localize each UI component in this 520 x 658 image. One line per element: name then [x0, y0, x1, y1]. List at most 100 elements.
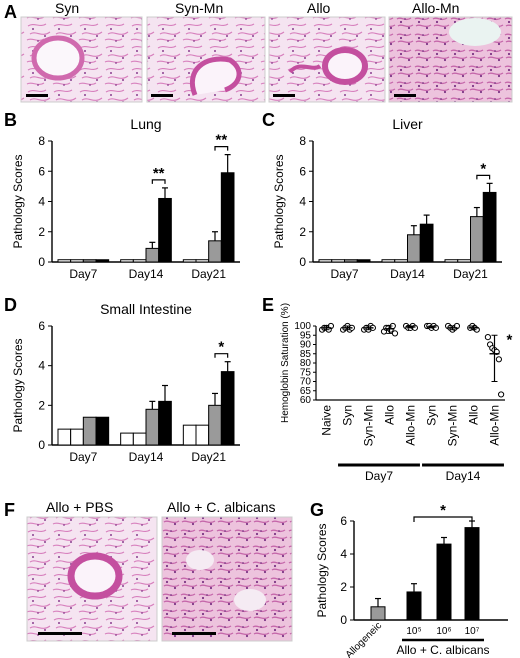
- bar: [132, 432, 147, 446]
- panel-label-b: B: [4, 110, 17, 130]
- bar: [331, 259, 345, 263]
- y-tick-label: 6: [340, 514, 347, 528]
- bar: [370, 606, 386, 621]
- group-label: Day14: [446, 469, 481, 483]
- histology-image-allo-pbs: Allo + PBS: [26, 499, 158, 642]
- data-point: [498, 391, 505, 398]
- bar: [145, 408, 160, 446]
- y-tick-label: 65: [300, 386, 312, 397]
- y-axis-label: Pathology Scores: [272, 154, 286, 248]
- bar: [120, 432, 134, 446]
- significance-bracket: [214, 353, 229, 358]
- y-tick-label: 2: [38, 225, 45, 239]
- y-tick-label: 90: [300, 340, 312, 351]
- bar: [145, 247, 160, 263]
- histology-label-allo-mn: Allo-Mn: [412, 0, 459, 16]
- y-tick-label: 4: [340, 547, 347, 561]
- y-tick-label: 85: [300, 349, 312, 360]
- x-tick-label: Day7: [330, 267, 358, 281]
- chart-title: Lung: [130, 116, 161, 132]
- x-tick-label: Day14: [390, 267, 425, 281]
- y-tick-label: 0: [38, 438, 45, 452]
- histology-image-syn: Syn: [20, 0, 143, 103]
- x-tick-label: 10⁷: [465, 626, 480, 637]
- bar: [182, 259, 197, 263]
- x-tick-label: Day14: [129, 267, 164, 281]
- significance-marker: *: [218, 339, 224, 356]
- bar: [394, 259, 408, 263]
- bar: [464, 527, 480, 621]
- x-tick-label: Allo-Mn: [404, 405, 418, 446]
- x-tick-label: Day14: [129, 450, 164, 464]
- bar: [57, 259, 72, 263]
- bar: [318, 259, 333, 263]
- x-tick-label: Syn-Mn: [362, 405, 376, 446]
- y-tick-label: 4: [38, 195, 45, 209]
- chart-lung: Lung Pathology Scores 0 2 4 6 8 Day7 Day14 ** Day2…: [11, 116, 240, 281]
- panel-label-d: D: [4, 295, 17, 315]
- bar: [70, 428, 84, 446]
- x-tick-label: 10⁵: [406, 626, 421, 637]
- x-tick-label: Syn: [425, 405, 439, 426]
- y-tick-label: 95: [300, 330, 312, 341]
- x-tick-label: Day7: [69, 450, 97, 464]
- significance-marker: *: [440, 502, 446, 519]
- data-point: [484, 334, 491, 341]
- bar: [436, 543, 452, 621]
- x-tick-label: Day21: [191, 450, 226, 464]
- y-tick-label: 70: [300, 377, 312, 388]
- bar: [158, 400, 172, 446]
- x-tick-label: Day7: [69, 267, 97, 281]
- x-tick-label: Day21: [191, 267, 226, 281]
- bar: [406, 591, 422, 621]
- significance-marker: **: [215, 132, 227, 149]
- chart-small-intestine: Small Intestine Pathology Scores 0 2 4 6 Day7 D…: [11, 301, 240, 464]
- y-tick-label: 6: [299, 164, 306, 178]
- y-tick-label: 6: [38, 319, 45, 333]
- histology-label-syn: Syn: [55, 0, 79, 16]
- significance-marker: *: [480, 160, 486, 177]
- bar: [344, 259, 358, 263]
- chart-title: Small Intestine: [100, 301, 192, 317]
- bar: [95, 416, 110, 446]
- y-tick-label: 2: [299, 225, 306, 239]
- data-point: [495, 356, 502, 363]
- chart-hemoglobin: Hemoglobin Saturation (%) 606570758085909…: [280, 303, 513, 483]
- panel-label-e: E: [262, 295, 274, 315]
- bar: [381, 259, 396, 263]
- significance-bracket: [413, 516, 473, 522]
- y-tick-label: 4: [299, 195, 306, 209]
- histology-label-allo-calbicans: Allo + C. albicans: [167, 499, 276, 515]
- bar: [208, 404, 222, 446]
- significance-bracket: [151, 179, 166, 184]
- y-axis-label: Pathology Scores: [11, 338, 25, 432]
- bar: [132, 259, 147, 263]
- bar: [95, 259, 110, 263]
- panel-label-c: C: [262, 110, 275, 130]
- bar: [195, 259, 210, 263]
- histology-image-syn-mn: Syn-Mn: [146, 0, 266, 103]
- histology-row-a: Syn Syn-Mn Allo Allo-Mn: [20, 0, 513, 103]
- histology-image-allo: Allo: [268, 0, 386, 103]
- y-tick-label: 6: [38, 164, 45, 178]
- y-tick-label: 0: [299, 255, 306, 269]
- significance-marker: *: [507, 332, 513, 349]
- bar: [457, 259, 471, 263]
- y-tick-label: 2: [38, 398, 45, 412]
- bar: [70, 259, 84, 263]
- histology-image-allo-mn: Allo-Mn: [388, 0, 513, 103]
- y-tick-label: 75: [300, 367, 312, 378]
- bar: [57, 428, 72, 446]
- histology-row-f: Allo + PBS Allo + C. albicans: [26, 499, 293, 642]
- x-tick-label: Allo: [383, 405, 397, 425]
- bar: [356, 259, 371, 263]
- bar: [158, 197, 172, 263]
- significance-bracket: [476, 174, 491, 180]
- data-point: [391, 330, 399, 337]
- y-tick-label: 100: [294, 321, 311, 332]
- x-tick-label: Allo-Mn: [488, 405, 502, 446]
- bar: [444, 259, 459, 263]
- y-axis-label: Hemoglobin Saturation (%): [280, 303, 291, 423]
- bar: [419, 223, 434, 263]
- y-tick-label: 2: [340, 580, 347, 594]
